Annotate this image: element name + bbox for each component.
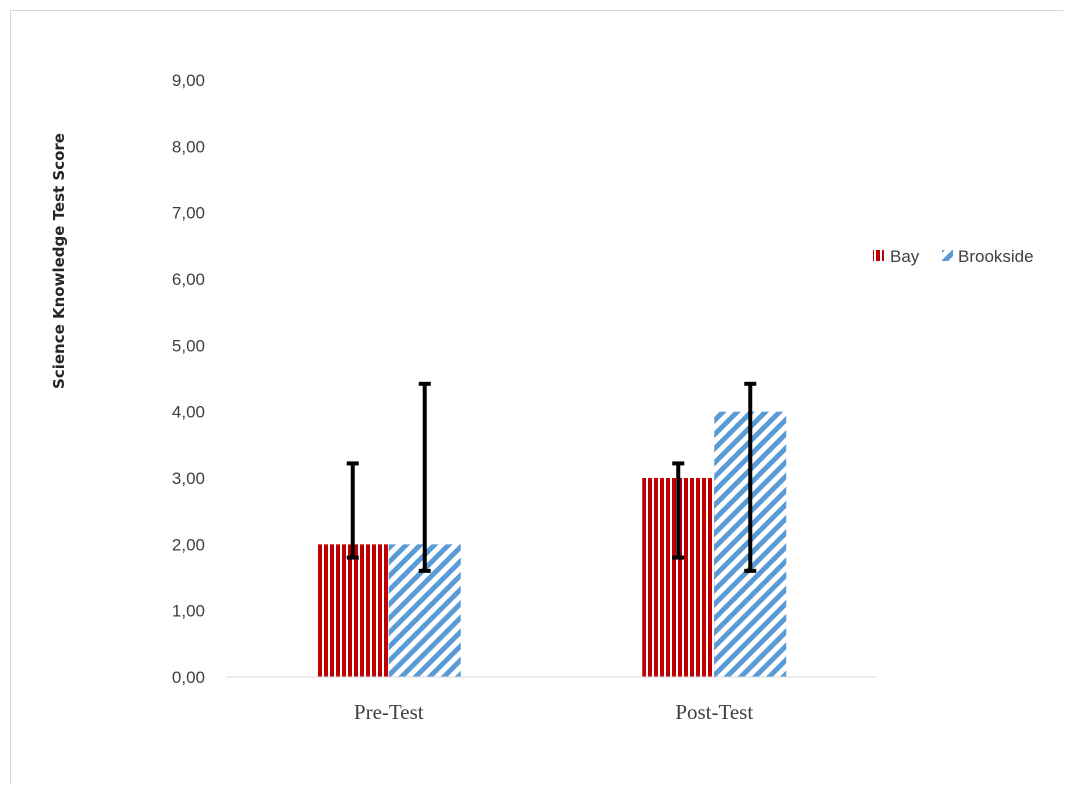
y-tick-label: 8,00 (172, 137, 205, 156)
y-tick-label: 0,00 (172, 668, 205, 687)
y-tick-label: 2,00 (172, 535, 205, 554)
error-bar-brookside-post-test (744, 381, 757, 573)
error-bars-group (346, 381, 757, 573)
bar-bay-pre-test (316, 544, 389, 677)
legend-swatch-brookside (942, 250, 953, 261)
bars-group (316, 411, 787, 677)
error-bar-bay-pre-test (346, 461, 359, 560)
legend: Bay Brookside (873, 247, 1034, 266)
y-tick-label: 3,00 (172, 469, 205, 488)
y-tick-label: 5,00 (172, 336, 205, 355)
legend-label-bay: Bay (890, 247, 920, 266)
legend-label-brookside: Brookside (958, 247, 1034, 266)
y-tick-label: 6,00 (172, 270, 205, 289)
y-axis-ticks: 0,00 1,00 2,00 3,00 4,00 5,00 6,00 7,00 8,00 9,00 (172, 71, 205, 687)
y-tick-label: 4,00 (172, 403, 205, 422)
x-tick-label: Pre-Test (354, 700, 424, 724)
chart-area (10, 10, 1063, 785)
y-tick-label: 1,00 (172, 602, 205, 621)
y-axis-title: Science Knowledge Test Score (50, 133, 68, 389)
x-axis-labels: Pre-Test Post-Test (354, 700, 753, 724)
x-tick-label: Post-Test (675, 700, 753, 724)
legend-swatch-bay (873, 250, 884, 261)
error-bar-bay-post-test (672, 461, 685, 560)
error-bar-brookside-pre-test (418, 381, 431, 573)
y-tick-label: 9,00 (172, 71, 205, 90)
y-tick-label: 7,00 (172, 204, 205, 223)
